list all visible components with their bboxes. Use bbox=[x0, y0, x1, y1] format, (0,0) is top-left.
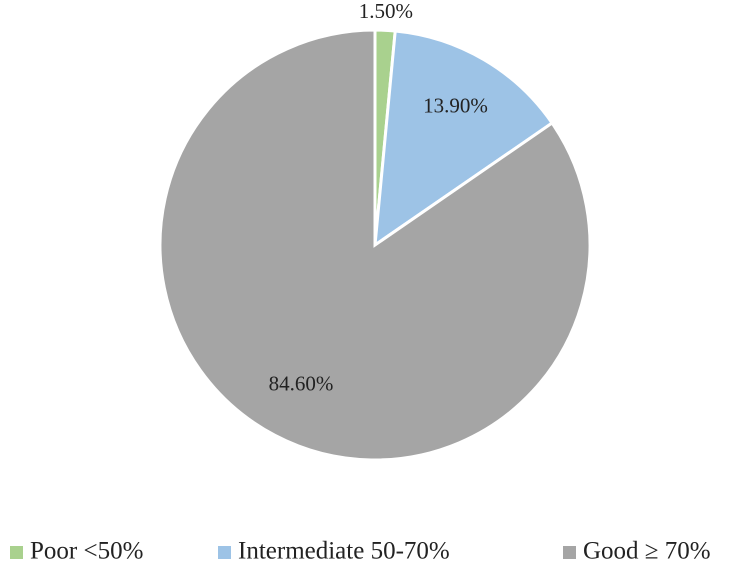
legend-label: Poor <50% bbox=[30, 538, 143, 565]
pie-slice bbox=[373, 29, 555, 249]
data-label: 1.50% bbox=[359, 0, 413, 23]
legend-label: Good ≥ 70% bbox=[583, 538, 711, 565]
legend-swatch bbox=[563, 546, 576, 559]
legend-swatch bbox=[10, 546, 23, 559]
data-label: 84.60% bbox=[269, 372, 334, 396]
legend-swatch bbox=[218, 546, 231, 559]
pie-slice bbox=[158, 28, 592, 462]
legend-label: Intermediate 50-70% bbox=[238, 538, 450, 565]
data-label: 13.90% bbox=[423, 94, 488, 118]
